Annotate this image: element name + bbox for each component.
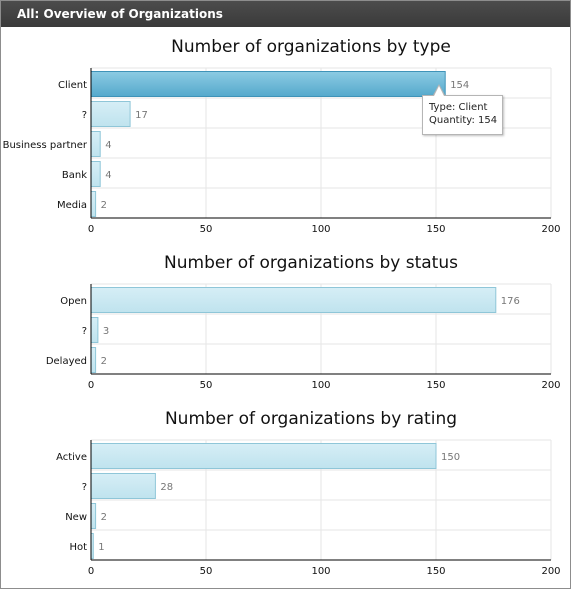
bar-bank xyxy=(90,161,101,187)
x-tick-label: 100 xyxy=(311,566,330,577)
chart-title: Number of organizations by type xyxy=(171,37,451,57)
category-label: Business partner xyxy=(3,140,88,151)
x-tick-label: 50 xyxy=(200,380,213,391)
data-label: 2 xyxy=(101,512,107,523)
category-label: Hot xyxy=(69,542,87,553)
category-label: ? xyxy=(82,482,87,493)
bar-unknown xyxy=(90,317,99,343)
bar-unknown xyxy=(90,473,156,499)
data-label: 150 xyxy=(441,452,460,463)
bar-media xyxy=(90,191,97,217)
x-tick-label: 150 xyxy=(426,224,445,235)
category-label: Media xyxy=(57,200,87,211)
x-tick-label: 150 xyxy=(426,380,445,391)
x-tick-label: 200 xyxy=(541,566,560,577)
category-label: ? xyxy=(82,110,87,121)
x-tick-label: 0 xyxy=(88,566,94,577)
chart-by-rating: Number of organizations by rating 0 50 100 1… xyxy=(56,409,560,577)
data-label: 2 xyxy=(101,200,107,211)
x-tick-label: 0 xyxy=(88,380,94,391)
category-label: Open xyxy=(60,296,87,307)
x-tick-label: 100 xyxy=(311,224,330,235)
data-label: 2 xyxy=(101,356,107,367)
bar-active xyxy=(90,443,437,469)
tooltip-quantity: Quantity: 154 xyxy=(429,115,498,126)
category-label: New xyxy=(65,512,87,523)
tooltip: Type: Client Quantity: 154 xyxy=(422,95,503,135)
data-label: 4 xyxy=(105,140,111,151)
category-label: Active xyxy=(56,452,87,463)
category-label: Bank xyxy=(62,170,87,181)
chart-title: Number of organizations by status xyxy=(164,253,458,273)
tooltip-type: Type: Client xyxy=(429,102,488,113)
data-label: 4 xyxy=(105,170,111,181)
data-label: 154 xyxy=(450,80,469,91)
category-label: Delayed xyxy=(46,356,87,367)
category-label: Client xyxy=(58,80,87,91)
x-tick-label: 50 xyxy=(200,566,213,577)
x-tick-label: 200 xyxy=(541,224,560,235)
panel-header: All: Overview of Organizations xyxy=(1,1,570,27)
data-label: 17 xyxy=(135,110,148,121)
bar-client xyxy=(90,71,446,97)
bar-open xyxy=(90,287,497,313)
bar-unknown xyxy=(90,101,131,127)
data-label: 1 xyxy=(98,542,104,553)
data-label: 3 xyxy=(103,326,109,337)
x-tick-label: 0 xyxy=(88,224,94,235)
chart-by-type: Number of organizations by type 0 50 100 150… xyxy=(3,37,561,235)
bar-new xyxy=(90,503,97,529)
x-tick-label: 50 xyxy=(200,224,213,235)
bar-delayed xyxy=(90,347,97,373)
data-label: 28 xyxy=(160,482,173,493)
chart-title: Number of organizations by rating xyxy=(165,409,457,429)
chart-by-status: Number of organizations by status 0 50 100 1… xyxy=(46,253,561,391)
data-label: 176 xyxy=(501,296,520,307)
category-label: ? xyxy=(82,326,87,337)
tooltip-pointer-inner xyxy=(434,86,444,96)
x-tick-label: 150 xyxy=(426,566,445,577)
x-tick-label: 200 xyxy=(541,380,560,391)
bar-business-partner xyxy=(90,131,101,157)
x-tick-label: 100 xyxy=(311,380,330,391)
